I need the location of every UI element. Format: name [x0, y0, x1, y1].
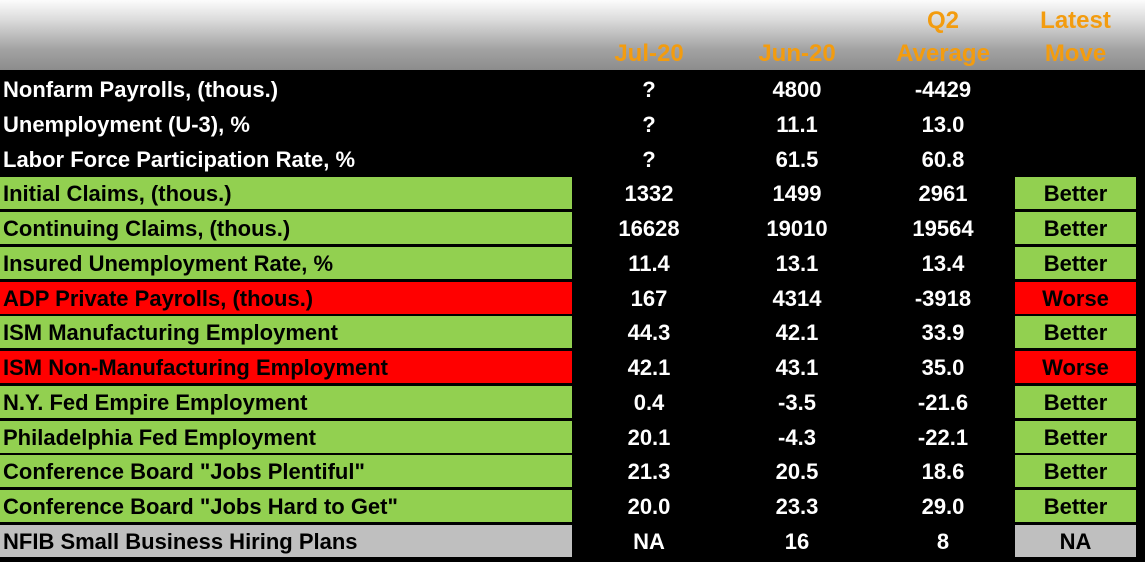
q2-average-value: -4429 [914, 77, 972, 102]
jul-20-value: 21.3 [627, 459, 671, 485]
jul-20-value: 1332 [624, 181, 674, 207]
latest-move-badge: Worse [1015, 351, 1136, 384]
jul-20-value: ? [642, 146, 656, 172]
latest-move-badge: Better [1015, 490, 1136, 523]
jun-20-value: 4800 [772, 77, 822, 102]
latest-move-badge: Better [1015, 316, 1136, 350]
jul-20-value: ? [642, 77, 656, 102]
table-row: Unemployment (U-3), %? 11.1 13.0 [0, 108, 1145, 142]
table-row: Philadelphia Fed Employment 20.1 -4.3 -22.1… [0, 420, 1145, 455]
table-row: Conference Board "Jobs Plentiful" 21.3 20.… [0, 455, 1145, 489]
jun-20-value: 16 [784, 528, 810, 554]
jun-20-value: 20.5 [775, 459, 819, 485]
jul-20-value: NA [633, 528, 665, 554]
jun-20-value: 13.1 [775, 250, 819, 276]
q2-average-value: 19564 [912, 216, 974, 241]
header-jun-20: Jun-20 [734, 4, 860, 70]
latest-move-badge: Better [1015, 212, 1136, 245]
jul-20-value: 44.3 [627, 320, 671, 346]
row-label: Labor Force Participation Rate, % [0, 143, 572, 176]
header-move-line1: Latest [1040, 7, 1111, 34]
header-q2-average: Q2 Average [880, 4, 1006, 70]
jun-20-value: 1499 [772, 181, 822, 207]
row-label: Conference Board "Jobs Hard to Get" [0, 490, 572, 523]
latest-move-badge [1015, 143, 1136, 176]
header-jul-20-label: Jul-20 [614, 40, 684, 67]
row-label: Insured Unemployment Rate, % [0, 246, 572, 280]
q2-average-value: 13.0 [921, 111, 965, 137]
jul-20-value: 0.4 [633, 389, 665, 415]
table-row: Continuing Claims, (thous.) 16628 19010 195… [0, 212, 1145, 246]
table-header: Jul-20 Jun-20 Q2 Average Latest Move [0, 0, 1145, 70]
jun-20-value: -3.5 [778, 389, 816, 415]
table-row: Insured Unemployment Rate, % 11.4 13.1 13.4… [0, 246, 1145, 281]
q2-average-value: -3918 [914, 285, 972, 311]
row-label: ISM Non-Manufacturing Employment [0, 351, 572, 384]
jun-20-value: 23.3 [775, 494, 819, 519]
q2-average-value: 18.6 [921, 459, 965, 485]
table-row: ADP Private Payrolls, (thous.) 167 4314 -39… [0, 281, 1145, 316]
table-row: NFIB Small Business Hiring Plans NA 16 8 NA [0, 524, 1145, 559]
q2-average-value: -22.1 [917, 424, 969, 450]
q2-average-value: 60.8 [921, 146, 965, 172]
table-row: N.Y. Fed Empire Employment 0.4 -3.5 -21.6 Be… [0, 385, 1145, 420]
latest-move-badge: NA [1015, 524, 1136, 558]
latest-move-badge: Better [1015, 385, 1136, 419]
jun-20-value: 4314 [772, 285, 822, 311]
latest-move-badge: Better [1015, 246, 1136, 280]
jul-20-value: 11.4 [628, 250, 670, 276]
q2-average-value: 35.0 [921, 355, 965, 380]
row-label: Unemployment (U-3), % [0, 108, 572, 141]
row-label: Continuing Claims, (thous.) [0, 212, 572, 245]
header-q2-line2: Average [896, 40, 990, 67]
row-label: N.Y. Fed Empire Employment [0, 385, 572, 419]
q2-average-value: 13.4 [921, 250, 965, 276]
jul-20-value: 16628 [618, 216, 680, 241]
header-move-line2: Move [1044, 40, 1107, 67]
row-label: Nonfarm Payrolls, (thous.) [0, 73, 572, 106]
jun-20-value: 42.1 [775, 320, 819, 346]
latest-move-badge [1015, 73, 1136, 106]
jun-20-value: 43.1 [775, 355, 819, 380]
latest-move-badge: Better [1015, 177, 1136, 211]
latest-move-badge: Better [1015, 420, 1136, 454]
q2-average-value: 29.0 [921, 494, 965, 519]
row-label: Initial Claims, (thous.) [0, 177, 572, 211]
table-row: Nonfarm Payrolls, (thous.)? 4800 -4429 [0, 73, 1145, 107]
row-label: Conference Board "Jobs Plentiful" [0, 455, 572, 489]
header-latest-move: Latest Move [1015, 4, 1136, 70]
header-q2-line1: Q2 [926, 7, 959, 34]
table-row: ISM Non-Manufacturing Employment 42.1 43.1… [0, 351, 1145, 385]
jun-20-value: -4.3 [778, 424, 816, 450]
jul-20-value: 42.1 [627, 355, 671, 380]
jun-20-value: 11.1 [776, 111, 818, 137]
q2-average-value: 8 [936, 528, 950, 554]
header-jul-20: Jul-20 [596, 4, 702, 70]
q2-average-value: 33.9 [921, 320, 965, 346]
table-row: Conference Board "Jobs Hard to Get" 20.0 2… [0, 490, 1145, 524]
row-label: ADP Private Payrolls, (thous.) [0, 281, 572, 315]
table-row: ISM Manufacturing Employment 44.3 42.1 33.9… [0, 316, 1145, 350]
row-label: NFIB Small Business Hiring Plans [0, 524, 572, 558]
jul-20-value: 167 [630, 285, 668, 311]
q2-average-value: 2961 [918, 181, 968, 207]
jul-20-value: 20.1 [627, 424, 671, 450]
header-jun-20-label: Jun-20 [758, 40, 836, 67]
latest-move-badge: Worse [1015, 281, 1136, 315]
latest-move-badge [1015, 108, 1136, 141]
row-label: ISM Manufacturing Employment [0, 316, 572, 350]
table-row: Labor Force Participation Rate, %? 61.5 60… [0, 143, 1145, 177]
q2-average-value: -21.6 [917, 389, 969, 415]
jul-20-value: 20.0 [627, 494, 671, 519]
jun-20-value: 19010 [766, 216, 828, 241]
jul-20-value: ? [642, 111, 656, 137]
row-label: Philadelphia Fed Employment [0, 420, 572, 454]
jun-20-value: 61.5 [775, 146, 819, 172]
table-row: Initial Claims, (thous.) 1332 1499 2961 Bett… [0, 177, 1145, 211]
latest-move-badge: Better [1015, 455, 1136, 489]
